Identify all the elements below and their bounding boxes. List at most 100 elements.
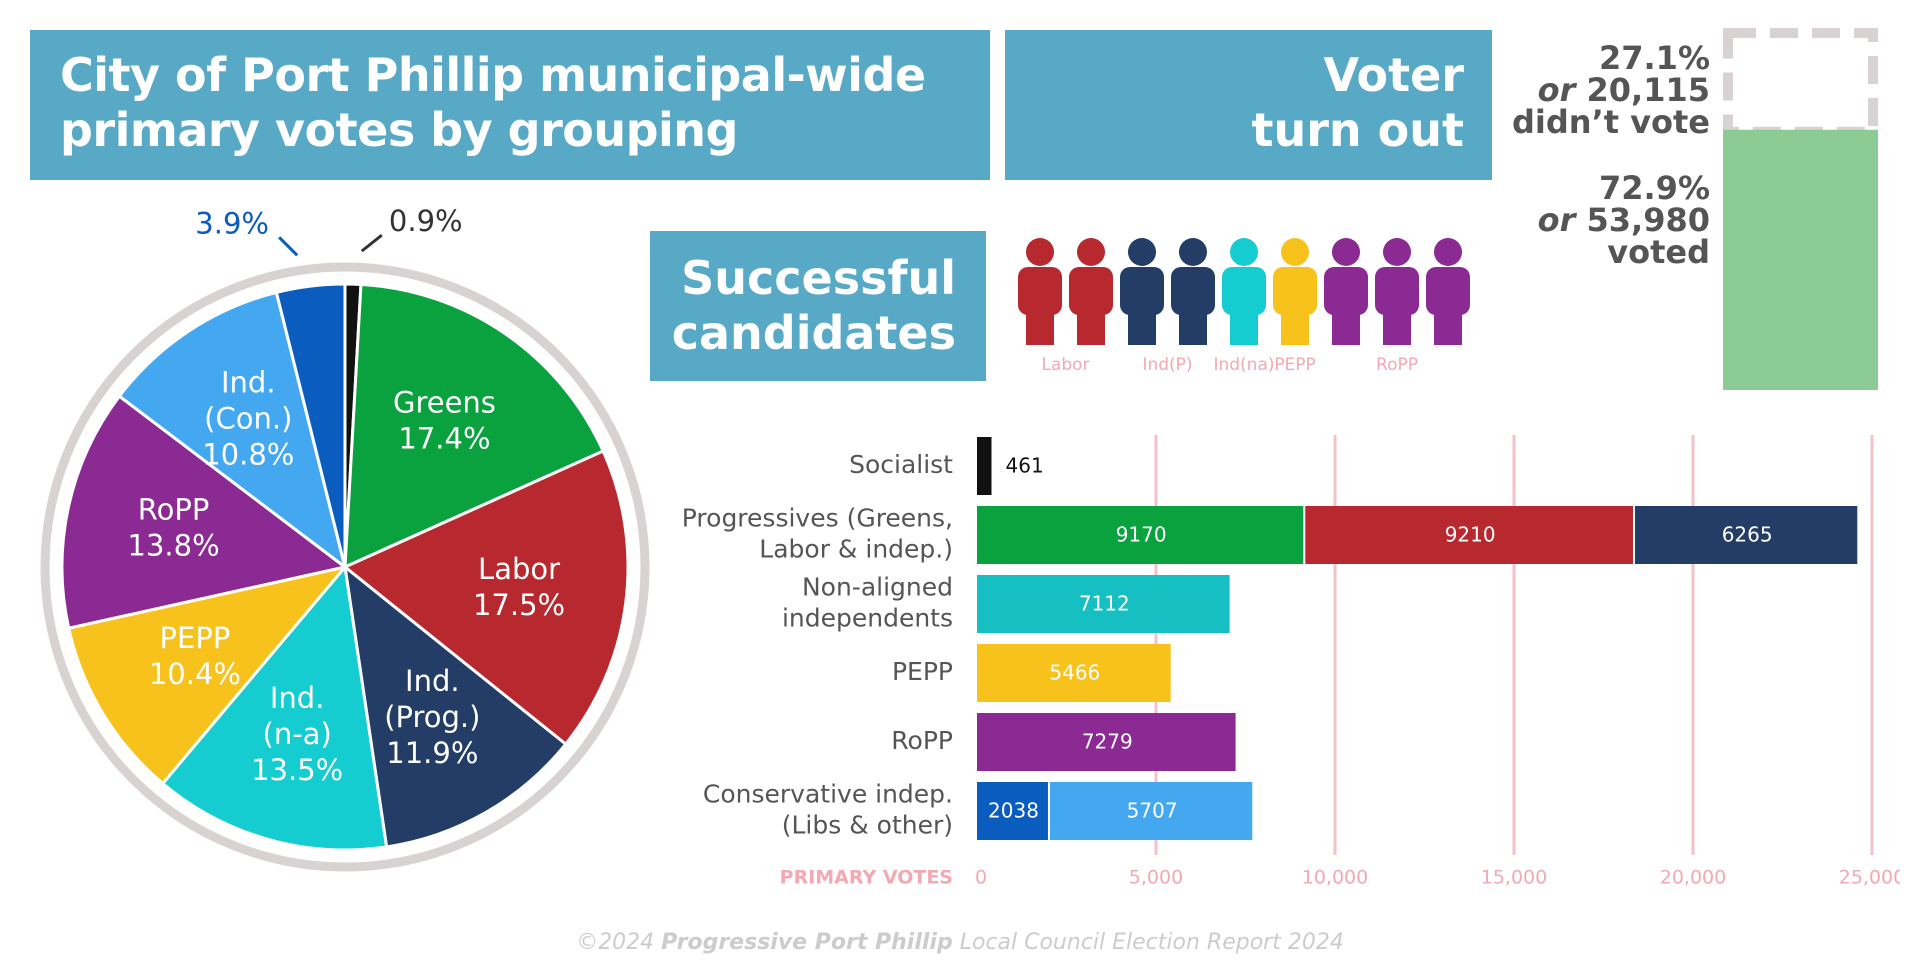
pie-chart: Socialist0.9%Greens17.4%Labor17.5%Ind.(P… [40, 205, 650, 872]
title-line-2: primary votes by grouping [60, 103, 738, 157]
footer-suffix: Local Council Election Report 2024 [952, 930, 1344, 955]
x-tick-label: 20,000 [1660, 867, 1726, 889]
bar-segment [977, 782, 1048, 840]
primary-votes-bar-chart: 461 Socialist 9170 9210 6265 Progressives (Gr… [682, 435, 1900, 889]
pie-slice [274, 282, 347, 568]
didnt-vote-label: didn’t vote [1512, 103, 1710, 141]
bar-segment [977, 713, 1236, 771]
pie-outer-ring [40, 262, 650, 872]
title-banner: City of Port Phillip municipal-wide prim… [30, 30, 990, 180]
candidate-group-label: PEPP [1274, 355, 1316, 375]
x-tick-label: 25,000 [1839, 867, 1900, 889]
bar-category-label: Non-aligned [802, 573, 953, 602]
bar-segment [977, 437, 992, 495]
bar-segment [977, 506, 1304, 564]
bar-segment [1305, 506, 1634, 564]
person-icon [1426, 238, 1470, 345]
pie-slice-label: 11.9% [386, 736, 478, 770]
pie-slice [60, 394, 349, 631]
pie-slice-label: 0.9% [389, 205, 463, 238]
didnt-vote-segment [1723, 28, 1878, 137]
bar-category-label: (Libs & other) [782, 811, 953, 840]
pie-slice [343, 282, 606, 570]
bar-value-label: 9170 [1116, 523, 1167, 547]
x-tick-label: 10,000 [1302, 867, 1368, 889]
bar-segment [1635, 506, 1858, 564]
pie-slice-label: Labor [478, 552, 560, 586]
successful-candidates-banner: Successful candidates [650, 231, 986, 381]
successful-banner-line-1: Successful [681, 251, 956, 305]
person-icon [1018, 238, 1062, 345]
person-icon [1120, 238, 1164, 345]
pie-slice-label: RoPP [138, 493, 210, 527]
candidate-group-label: RoPP [1376, 355, 1418, 375]
bar-category-label: independents [782, 604, 953, 633]
pie-slice-label: Ind. [405, 664, 460, 698]
person-icon [1171, 238, 1215, 345]
voted-text: 72.9% or 53,980 voted [1510, 172, 1710, 268]
footer-prefix: ©2024 [576, 930, 662, 955]
bar-category-label: RoPP [891, 726, 953, 755]
didnt-vote-pct: 27.1% [1598, 39, 1710, 77]
didnt-vote-or: or [1537, 71, 1576, 109]
bar-value-label: 7279 [1082, 730, 1133, 754]
pie-slice [117, 290, 348, 571]
voted-segment [1723, 129, 1878, 390]
pie-slice [160, 563, 389, 852]
successful-banner-line-2: candidates [671, 306, 956, 360]
bar-category-label: PEPP [892, 657, 953, 686]
pie-slice-label: 10.4% [149, 657, 241, 691]
pie-slice-label: PEPP [160, 621, 231, 655]
pie-slice-label: 13.5% [251, 753, 343, 787]
bar-value-label: 9210 [1445, 523, 1496, 547]
pie-slice-label: (Prog.) [384, 700, 480, 734]
person-icon [1069, 238, 1113, 345]
footer-org: Progressive Port Phillip [661, 930, 953, 955]
turnout-bar [1723, 28, 1878, 390]
pie-leader-line [360, 233, 383, 253]
pie-slice [342, 449, 630, 747]
person-icon [1273, 238, 1317, 345]
turnout-banner-line-2: turn out [1251, 103, 1464, 157]
pie-slice-label: (n-a) [263, 717, 332, 751]
footer-copyright: ©2024 Progressive Port Phillip Local Cou… [0, 930, 1920, 955]
pie-slice-label: 3.9% [195, 206, 269, 240]
bar-category-label: Progressives (Greens, [682, 504, 953, 533]
didnt-vote-text: 27.1% or 20,115 didn’t vote [1510, 42, 1710, 138]
title-line-1: City of Port Phillip municipal-wide [60, 48, 926, 102]
person-icon [1324, 238, 1368, 345]
bar-value-label: 5466 [1049, 661, 1100, 685]
pie-slice-label: (Con.) [204, 402, 292, 436]
pie-slice-label: Ind. [270, 681, 325, 715]
x-tick-label: 0 [975, 867, 987, 889]
turnout-banner: Voter turn out [1005, 30, 1492, 180]
voted-pct: 72.9% [1598, 169, 1710, 207]
bar-category-label: Labor & indep.) [759, 535, 953, 564]
bar-category-label: Socialist [849, 450, 953, 479]
candidate-group-label: Ind(P) [1142, 355, 1192, 375]
didnt-vote-count: 20,115 [1586, 71, 1710, 109]
didnt-vote-count-line: or 20,115 [1510, 74, 1710, 106]
voted-count-line: or 53,980 [1510, 204, 1710, 236]
bar-segment [1049, 782, 1253, 840]
voted-or: or [1537, 201, 1576, 239]
pie-slice-label: 17.4% [398, 421, 490, 455]
successful-candidates-figures: Labor Ind(P) Ind(na) PEPP RoPP [1018, 238, 1470, 375]
bar-value-label: 2038 [988, 799, 1039, 823]
pie-leader-line [278, 236, 299, 257]
voted-count: 53,980 [1586, 201, 1710, 239]
voted-label: voted [1607, 233, 1710, 271]
x-axis-label: PRIMARY VOTES [780, 867, 953, 889]
x-tick-label: 15,000 [1481, 867, 1547, 889]
candidate-group-label: Ind(na) [1213, 355, 1274, 375]
bar-segment [977, 644, 1171, 702]
pie-slice-label: 13.8% [128, 529, 220, 563]
pie-slice [342, 563, 568, 849]
bar-value-label: 6265 [1722, 523, 1773, 547]
bar-value-label: 7112 [1079, 592, 1130, 616]
pie-slice-label: 17.5% [473, 588, 565, 622]
candidate-group-label: Labor [1041, 355, 1089, 375]
bar-category-label: Conservative indep. [703, 780, 953, 809]
person-icon [1222, 238, 1266, 345]
bar-value-label: 5707 [1127, 799, 1178, 823]
